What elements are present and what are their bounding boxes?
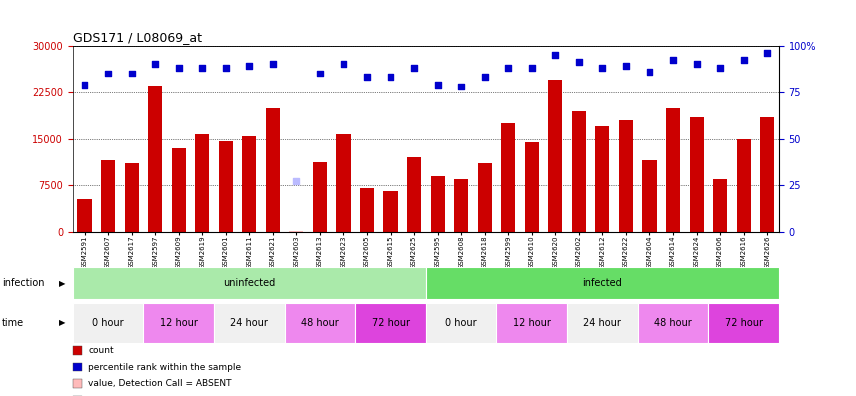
Point bbox=[195, 65, 209, 71]
Bar bbox=[595, 126, 609, 232]
Point bbox=[336, 61, 350, 67]
Bar bbox=[407, 157, 421, 232]
Point bbox=[455, 83, 468, 89]
Point bbox=[266, 61, 280, 67]
Bar bbox=[143, 303, 214, 343]
Text: 0 hour: 0 hour bbox=[92, 318, 124, 328]
Bar bbox=[642, 160, 657, 232]
Bar bbox=[284, 303, 355, 343]
Bar bbox=[312, 162, 327, 232]
Text: value, Detection Call = ABSENT: value, Detection Call = ABSENT bbox=[88, 379, 232, 388]
Text: 72 hour: 72 hour bbox=[725, 318, 763, 328]
Bar bbox=[289, 231, 303, 232]
Bar bbox=[689, 117, 704, 232]
Text: infected: infected bbox=[583, 278, 622, 288]
Bar bbox=[426, 267, 779, 299]
Bar bbox=[736, 139, 751, 232]
Point bbox=[737, 57, 751, 64]
Bar bbox=[242, 136, 256, 232]
Bar bbox=[760, 117, 774, 232]
Text: GDS171 / L08069_at: GDS171 / L08069_at bbox=[73, 31, 202, 44]
Text: 12 hour: 12 hour bbox=[513, 318, 550, 328]
Text: count: count bbox=[88, 346, 114, 355]
Bar bbox=[148, 86, 162, 232]
Text: ▶: ▶ bbox=[59, 318, 66, 327]
Bar bbox=[360, 188, 374, 232]
Text: ▶: ▶ bbox=[59, 279, 66, 287]
Text: 24 hour: 24 hour bbox=[584, 318, 621, 328]
Point bbox=[101, 70, 115, 77]
Bar bbox=[426, 303, 496, 343]
Point bbox=[407, 65, 421, 71]
Point bbox=[549, 51, 562, 58]
Text: 72 hour: 72 hour bbox=[372, 318, 409, 328]
Bar bbox=[265, 108, 280, 232]
Bar bbox=[572, 110, 586, 232]
Point bbox=[760, 50, 774, 56]
Point bbox=[219, 65, 233, 71]
Bar bbox=[383, 191, 397, 232]
Text: time: time bbox=[2, 318, 24, 328]
Bar bbox=[496, 303, 567, 343]
Bar bbox=[73, 267, 426, 299]
Point bbox=[690, 61, 704, 67]
Text: 12 hour: 12 hour bbox=[160, 318, 198, 328]
Point bbox=[383, 74, 397, 80]
Bar bbox=[709, 303, 779, 343]
Point bbox=[431, 82, 444, 88]
Bar bbox=[431, 176, 444, 232]
Bar bbox=[336, 134, 351, 232]
Bar bbox=[478, 164, 491, 232]
Bar bbox=[713, 179, 727, 232]
Text: 0 hour: 0 hour bbox=[445, 318, 477, 328]
Point bbox=[242, 63, 256, 69]
Text: 24 hour: 24 hour bbox=[230, 318, 268, 328]
Point bbox=[666, 57, 680, 64]
Text: uninfected: uninfected bbox=[223, 278, 276, 288]
Bar bbox=[101, 160, 115, 232]
Text: 48 hour: 48 hour bbox=[301, 318, 339, 328]
Point bbox=[148, 61, 162, 67]
Point bbox=[313, 70, 327, 77]
Bar bbox=[666, 108, 680, 232]
Bar bbox=[195, 133, 209, 232]
Point bbox=[478, 74, 491, 80]
Point bbox=[172, 65, 186, 71]
Bar bbox=[171, 148, 186, 232]
Point bbox=[125, 70, 139, 77]
Bar bbox=[214, 303, 284, 343]
Text: 48 hour: 48 hour bbox=[654, 318, 692, 328]
Bar bbox=[501, 123, 515, 232]
Bar bbox=[77, 200, 92, 232]
Point bbox=[78, 82, 92, 88]
Bar bbox=[638, 303, 709, 343]
Bar bbox=[525, 142, 539, 232]
Point bbox=[289, 178, 303, 185]
Point bbox=[596, 65, 609, 71]
Point bbox=[619, 63, 633, 69]
Bar bbox=[219, 141, 233, 232]
Bar bbox=[73, 303, 143, 343]
Text: infection: infection bbox=[2, 278, 45, 288]
Bar bbox=[548, 80, 562, 232]
Point bbox=[713, 65, 727, 71]
Point bbox=[643, 69, 657, 75]
Text: percentile rank within the sample: percentile rank within the sample bbox=[88, 363, 241, 371]
Point bbox=[572, 59, 586, 65]
Point bbox=[502, 65, 515, 71]
Bar bbox=[125, 164, 139, 232]
Bar bbox=[567, 303, 638, 343]
Bar bbox=[619, 120, 633, 232]
Bar bbox=[454, 179, 468, 232]
Point bbox=[360, 74, 374, 80]
Point bbox=[525, 65, 538, 71]
Bar bbox=[355, 303, 426, 343]
